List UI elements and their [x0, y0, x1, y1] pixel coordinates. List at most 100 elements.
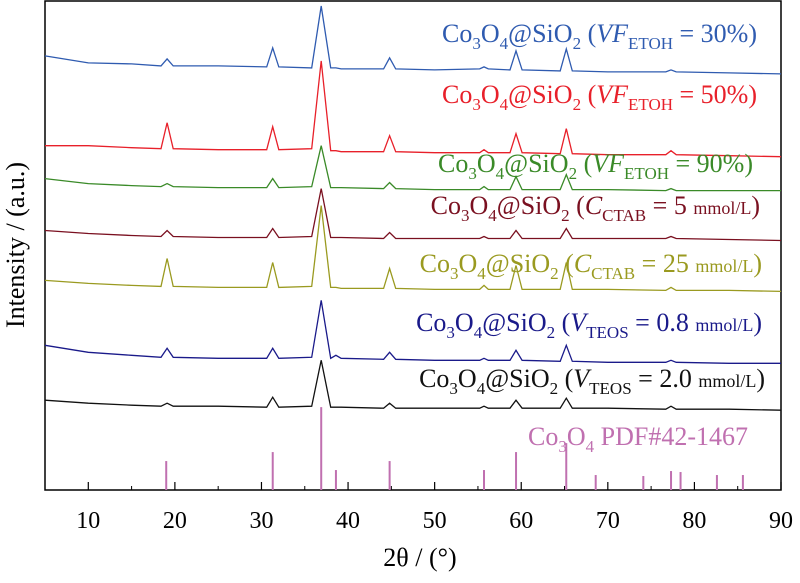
- label-part: (: [570, 191, 585, 220]
- label-part: 4: [477, 264, 486, 283]
- label-part: TEOS: [589, 379, 632, 398]
- xrd-line: [44, 188, 782, 242]
- label-part: 3: [472, 34, 481, 53]
- label-part: (: [555, 308, 570, 337]
- label-part: Co: [438, 149, 468, 178]
- label-part: 2: [547, 323, 556, 342]
- label-part: @SiO: [508, 19, 572, 48]
- label-part: V: [573, 364, 592, 393]
- label-part: = 50%): [673, 80, 757, 109]
- label-part: VF: [596, 19, 629, 48]
- x-tick-label: 30: [249, 508, 273, 534]
- label-part: Co: [442, 80, 472, 109]
- label-part: 4: [474, 323, 483, 342]
- xrd-line: [44, 145, 781, 192]
- label-part: (: [577, 149, 592, 178]
- series-label: Co3O4@SiO2 (VFETOH = 30%): [442, 19, 757, 53]
- label-part: PDF#42-1467: [594, 422, 748, 451]
- x-tick-label: 40: [336, 508, 360, 534]
- series-label: Co3O4@SiO2 (CCTAB = 5 mmol/L): [431, 191, 760, 225]
- label-part: VF: [592, 149, 625, 178]
- label-part: O: [469, 191, 488, 220]
- label-part: 2: [550, 264, 559, 283]
- label-part: @SiO: [504, 149, 568, 178]
- label-part: 3: [446, 323, 455, 342]
- series-label: Co3O4@SiO2 (VTEOS = 2.0 mmol/L): [419, 364, 765, 398]
- label-part: 2: [573, 34, 582, 53]
- label-part: O: [458, 249, 477, 278]
- label-part: 4: [500, 95, 509, 114]
- label-part: mmol/L: [695, 315, 753, 335]
- series-label: Co3O4 PDF#42-1467: [528, 422, 748, 456]
- label-part: 4: [586, 437, 595, 456]
- x-axis-label: 2θ / (°): [383, 543, 456, 572]
- label-part: O: [477, 149, 496, 178]
- label-part: = 25: [635, 249, 695, 278]
- label-part: @SiO: [497, 191, 561, 220]
- label-part: 3: [472, 95, 481, 114]
- label-part: @SiO: [482, 308, 546, 337]
- label-part: 4: [477, 379, 486, 398]
- label-part: Co: [416, 308, 446, 337]
- label-part: @SiO: [486, 249, 550, 278]
- series-label: Co3O4@SiO2 (CCTAB = 25 mmol/L): [420, 249, 762, 283]
- xrd-line: [45, 60, 782, 158]
- label-part: O: [455, 308, 474, 337]
- series-label: Co3O4@SiO2 (VTEOS = 0.8 mmol/L): [416, 308, 762, 342]
- label-part: 3: [558, 437, 567, 456]
- xrd-line: [44, 5, 782, 75]
- label-part: O: [567, 422, 586, 451]
- label-part: ): [753, 249, 762, 278]
- label-part: VF: [596, 80, 629, 109]
- label-part: ETOH: [628, 95, 673, 114]
- label-part: C: [574, 249, 592, 278]
- x-tick-label: 10: [76, 508, 100, 534]
- label-part: (: [581, 19, 596, 48]
- label-part: 4: [496, 164, 505, 183]
- label-part: 3: [468, 164, 477, 183]
- label-part: ): [751, 191, 760, 220]
- label-part: 4: [500, 34, 509, 53]
- label-part: 2: [573, 95, 582, 114]
- label-part: 3: [461, 206, 470, 225]
- label-part: Co: [431, 191, 461, 220]
- label-part: 3: [449, 379, 458, 398]
- label-part: = 90%): [669, 149, 753, 178]
- label-part: = 2.0: [632, 364, 699, 393]
- label-part: 2: [569, 164, 578, 183]
- label-part: ): [756, 364, 765, 393]
- x-tick-label: 90: [769, 508, 793, 534]
- xrd-line: [44, 205, 782, 293]
- label-part: CTAB: [602, 206, 646, 225]
- label-part: O: [481, 19, 500, 48]
- x-tick-label: 50: [423, 508, 447, 534]
- label-part: 4: [488, 206, 497, 225]
- label-part: @SiO: [485, 364, 549, 393]
- label-part: C: [585, 191, 603, 220]
- xrd-line: [44, 300, 781, 364]
- label-part: 3: [450, 264, 459, 283]
- label-part: O: [481, 80, 500, 109]
- series-label: Co3O4@SiO2 (VFETOH = 90%): [438, 149, 753, 183]
- label-part: 2: [550, 379, 559, 398]
- label-part: TEOS: [586, 323, 629, 342]
- label-part: (: [558, 364, 573, 393]
- label-part: O: [458, 364, 477, 393]
- x-tick-label: 80: [682, 508, 706, 534]
- label-part: = 0.8: [629, 308, 696, 337]
- label-part: mmol/L: [695, 256, 753, 276]
- x-tick-label: 70: [596, 508, 620, 534]
- label-part: Co: [420, 249, 450, 278]
- label-part: V: [570, 308, 589, 337]
- xrd-line: [44, 360, 782, 411]
- label-part: mmol/L: [693, 198, 751, 218]
- label-part: @SiO: [508, 80, 572, 109]
- label-part: Co: [442, 19, 472, 48]
- label-part: ETOH: [628, 34, 673, 53]
- label-part: = 30%): [673, 19, 757, 48]
- label-part: (: [581, 80, 596, 109]
- label-part: (: [559, 249, 574, 278]
- x-tick-label: 60: [509, 508, 533, 534]
- label-part: 2: [561, 206, 570, 225]
